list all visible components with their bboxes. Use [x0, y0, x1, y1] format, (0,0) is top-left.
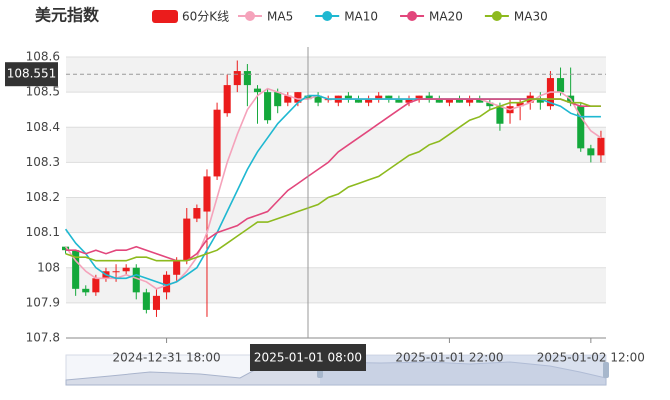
- y-tick-label: 108.1: [26, 225, 60, 239]
- candle-body: [395, 99, 403, 103]
- ma-line: [65, 98, 601, 262]
- candle-body: [435, 99, 443, 103]
- candle-body: [375, 95, 383, 100]
- candle-body: [253, 88, 262, 93]
- candle-body: [264, 92, 272, 121]
- candle-body: [274, 92, 282, 107]
- zoom-overview: [65, 361, 607, 386]
- candle-body: [183, 218, 191, 261]
- candle-body: [112, 271, 120, 273]
- candle-body: [486, 102, 494, 107]
- candle-body: [173, 260, 181, 275]
- legend-marker: [491, 11, 502, 21]
- y-tick-label: 108: [37, 260, 60, 274]
- candle-body: [72, 250, 80, 289]
- candle-body: [415, 95, 423, 100]
- candle-body: [516, 102, 524, 107]
- y-tick-label: 108.2: [26, 190, 60, 204]
- zoom-handle[interactable]: [603, 362, 609, 378]
- candle-body: [466, 99, 474, 103]
- legend-label: MA5: [267, 10, 293, 24]
- candle-body: [587, 148, 595, 156]
- candle-body: [344, 95, 352, 100]
- crosshair-x-label: 2025-01-01 08:00: [254, 351, 362, 365]
- candle-body: [557, 78, 565, 93]
- candle-body: [294, 92, 302, 103]
- chart-title: 美元指数: [35, 6, 100, 25]
- candle-body: [284, 95, 292, 103]
- candle-body: [597, 137, 605, 156]
- candle-body: [132, 267, 140, 293]
- candle-body: [425, 95, 433, 100]
- candle-body: [62, 246, 70, 251]
- x-tick-label: 2025-01-02 12:00: [537, 351, 645, 365]
- candle-body: [365, 99, 373, 103]
- legend-marker: [322, 11, 333, 21]
- candle-body: [455, 99, 464, 103]
- grid-band: [66, 127, 606, 163]
- candle-body: [92, 278, 100, 293]
- legend-label: MA20: [429, 10, 463, 24]
- y-tick-label: 107.9: [26, 295, 60, 309]
- candle-body: [385, 95, 393, 100]
- y-tick-label: 108.5: [26, 85, 60, 99]
- candle-body: [314, 95, 322, 103]
- candle-body: [243, 71, 251, 86]
- candle-body: [122, 267, 130, 272]
- x-tick-label: 2025-01-01 22:00: [395, 351, 503, 365]
- candle-body: [476, 99, 484, 103]
- crosshair-y-box: [5, 62, 58, 87]
- candle-body: [193, 208, 201, 219]
- y-tick-label: 108.6: [26, 50, 60, 64]
- candle-body: [152, 295, 161, 310]
- legend-marker: [245, 11, 255, 21]
- y-tick-label: 107.8: [26, 331, 60, 345]
- legend-label: 60分K线: [182, 10, 229, 24]
- candle-body: [405, 99, 413, 103]
- crosshair-x-box: [249, 344, 366, 371]
- candle-body: [203, 176, 211, 212]
- candle-body: [213, 109, 221, 177]
- candle-body: [223, 85, 231, 114]
- candle-body: [354, 99, 363, 103]
- legend-swatch: [152, 10, 178, 23]
- crosshair-y-label: 108.551: [7, 67, 57, 81]
- legend-label: MA30: [514, 10, 548, 24]
- candle-body: [496, 106, 504, 124]
- data-zoom: [65, 354, 609, 386]
- legend-marker: [407, 11, 418, 21]
- candle-body: [82, 288, 90, 293]
- legend-label: MA10: [344, 10, 378, 24]
- candle-body: [577, 106, 585, 149]
- x-tick-label: 2024-12-31 18:00: [112, 351, 220, 365]
- bands: [66, 57, 606, 303]
- y-tick-label: 108.4: [26, 120, 60, 134]
- zoom-window[interactable]: [320, 355, 606, 385]
- grid-band: [66, 197, 606, 233]
- y-tick-label: 108.3: [26, 155, 60, 169]
- ma-line: [65, 98, 601, 262]
- candle-body: [233, 71, 241, 86]
- candle-body: [142, 292, 150, 310]
- candle-body: [445, 99, 453, 103]
- candle-body: [536, 99, 544, 103]
- candle-body: [163, 274, 171, 293]
